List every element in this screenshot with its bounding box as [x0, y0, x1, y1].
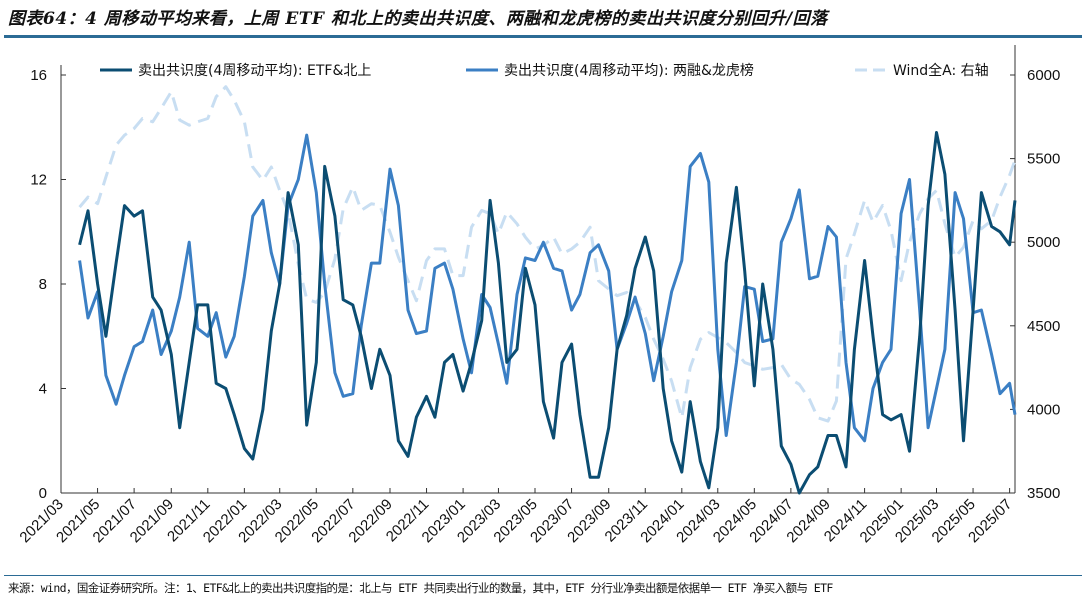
series-line-2: [78, 85, 1017, 423]
right-tick-label: 6000: [1027, 67, 1060, 84]
left-tick-label: 0: [39, 485, 47, 502]
right-tick-label: 5500: [1027, 151, 1060, 168]
right-tick-label: 4500: [1027, 318, 1060, 335]
right-tick-label: 5000: [1027, 234, 1060, 251]
series-lines: [78, 85, 1017, 495]
left-tick-label: 12: [30, 172, 47, 189]
source-note: 来源：wind，国金证券研究所。注：1、ETF&北上的卖出共识度指的是：北上与 …: [8, 581, 833, 595]
footer-divider: [4, 575, 1082, 576]
legend: 卖出共识度(4周移动平均): ETF&北上 卖出共识度(4周移动平均): 两融&龙…: [100, 62, 989, 79]
series-line-1: [78, 133, 1017, 443]
right-tick-label: 3500: [1027, 485, 1060, 502]
left-tick-label: 4: [39, 381, 47, 398]
legend-label-1: 卖出共识度(4周移动平均): 两融&龙虎榜: [504, 62, 754, 79]
title-divider: [4, 35, 1082, 38]
legend-label-0: 卖出共识度(4周移动平均): ETF&北上: [138, 63, 371, 79]
left-tick-label: 16: [30, 67, 47, 84]
legend-label-2: Wind全A: 右轴: [893, 62, 989, 79]
left-tick-label: 8: [39, 276, 47, 293]
right-tick-label: 4000: [1027, 401, 1060, 418]
axes: 04812163500400045005000550060002021/0320…: [16, 45, 1060, 546]
series-line-0: [78, 131, 1017, 495]
figure-title: 图表64：4 周移动平均来看，上周 ETF 和北上的卖出共识度、两融和龙虎榜的卖…: [8, 9, 828, 29]
